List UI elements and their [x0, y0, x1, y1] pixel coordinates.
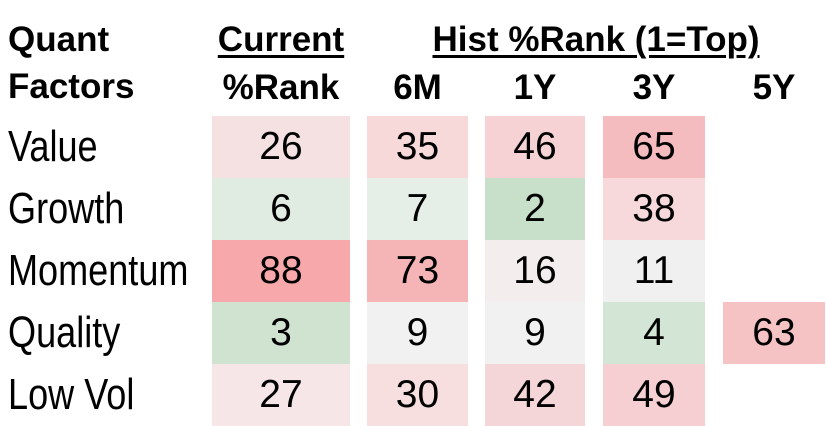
column-gap — [350, 116, 367, 178]
heatmap-cell-quality-3y: 4 — [603, 302, 705, 364]
column-gap — [585, 302, 603, 364]
heatmap-cell-value-5y — [723, 116, 825, 178]
heatmap-cell-quality-current: 3 — [212, 302, 350, 364]
column-gap — [468, 302, 485, 364]
heatmap-cell-growth-1y: 2 — [485, 178, 585, 240]
row-group-title-line2: Factors — [8, 67, 135, 106]
heatmap-cell-low-vol-current: 27 — [212, 364, 350, 426]
row-label-value: Value — [8, 122, 98, 171]
heatmap-cell-momentum-5y — [723, 240, 825, 302]
heatmap-cell-growth-5y — [723, 178, 825, 240]
column-gap — [705, 240, 723, 302]
row-label-quality: Quality — [8, 308, 121, 357]
heatmap-cell-quality-6m: 9 — [367, 302, 468, 364]
heatmap-cell-momentum-3y: 11 — [603, 240, 705, 302]
column-gap — [705, 116, 723, 178]
column-gap — [468, 240, 485, 302]
row-label-growth: Growth — [8, 184, 125, 233]
heatmap-cell-growth-current: 6 — [212, 178, 350, 240]
heatmap-cell-growth-3y: 38 — [603, 178, 705, 240]
heatmap-cell-quality-1y: 9 — [485, 302, 585, 364]
column-gap — [585, 116, 603, 178]
row-label-momentum: Momentum — [8, 246, 189, 295]
hist-group-label: Hist %Rank (1=Top) — [432, 20, 760, 59]
row-label-low-vol: Low Vol — [8, 370, 135, 419]
heatmap-cell-value-1y: 46 — [485, 116, 585, 178]
heatmap-cell-momentum-6m: 73 — [367, 240, 468, 302]
heatmap-grid: Value 26 35 46 65 Growth 6 7 2 38 Moment… — [0, 116, 826, 426]
heatmap-cell-momentum-1y: 16 — [485, 240, 585, 302]
column-header-current-rank: %Rank — [222, 68, 340, 107]
hist-group-header: Hist %Rank (1=Top) — [367, 16, 825, 63]
column-gap — [585, 178, 603, 240]
column-gap — [350, 240, 367, 302]
column-gap — [350, 364, 367, 426]
heatmap-cell-value-3y: 65 — [603, 116, 705, 178]
column-gap — [585, 240, 603, 302]
column-header-6m: 6M — [393, 68, 442, 107]
heatmap-cell-value-current: 26 — [212, 116, 350, 178]
column-header-3y: 3Y — [632, 68, 676, 107]
column-gap — [468, 116, 485, 178]
column-header-1y: 1Y — [513, 68, 557, 107]
heatmap-cell-low-vol-6m: 30 — [367, 364, 468, 426]
heatmap-cell-growth-6m: 7 — [367, 178, 468, 240]
row-group-title: Quant Factors — [8, 16, 208, 110]
heatmap-cell-momentum-current: 88 — [212, 240, 350, 302]
heatmap-cell-quality-5y: 63 — [723, 302, 825, 364]
row-group-title-line1: Quant — [8, 20, 110, 59]
column-gap — [468, 364, 485, 426]
heatmap-cell-low-vol-3y: 49 — [603, 364, 705, 426]
column-header-5y: 5Y — [752, 68, 796, 107]
column-gap — [705, 178, 723, 240]
current-group-label: Current — [217, 20, 345, 59]
table-row-value: Value 26 35 46 65 — [0, 116, 826, 178]
table-row-low-vol: Low Vol 27 30 42 49 — [0, 364, 826, 426]
column-gap — [705, 364, 723, 426]
column-gap — [705, 302, 723, 364]
heatmap-cell-low-vol-1y: 42 — [485, 364, 585, 426]
current-group-header: Current — [212, 16, 350, 63]
table-row-quality: Quality 3 9 9 4 63 — [0, 302, 826, 364]
column-gap — [468, 178, 485, 240]
column-gap — [350, 302, 367, 364]
heatmap-cell-value-6m: 35 — [367, 116, 468, 178]
column-gap — [585, 364, 603, 426]
column-gap — [350, 178, 367, 240]
heatmap-cell-low-vol-5y — [723, 364, 825, 426]
table-row-growth: Growth 6 7 2 38 — [0, 178, 826, 240]
table-row-momentum: Momentum 88 73 16 11 — [0, 240, 826, 302]
